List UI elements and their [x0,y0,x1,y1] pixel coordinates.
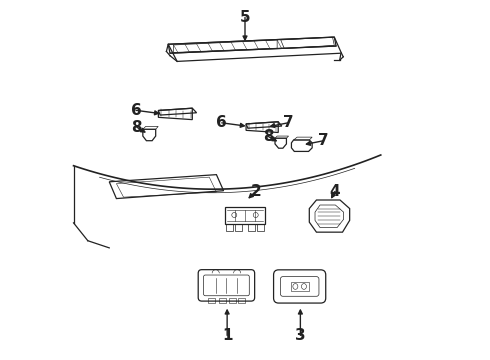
Text: 7: 7 [318,133,329,148]
Text: 5: 5 [240,10,250,25]
Text: 7: 7 [283,115,293,130]
Text: 1: 1 [222,328,232,343]
Bar [226,224,233,231]
Bar [238,297,245,303]
Bar [247,224,255,231]
Text: 6: 6 [131,103,142,118]
Text: 4: 4 [330,184,341,199]
Bar [257,224,264,231]
Bar [291,282,309,291]
Text: 8: 8 [263,129,273,144]
Text: 8: 8 [131,120,142,135]
Bar [208,297,215,303]
Bar [235,224,243,231]
Text: 2: 2 [250,184,261,199]
Bar [229,297,237,303]
Bar [219,297,226,303]
Text: 6: 6 [217,115,227,130]
Text: 3: 3 [295,328,306,343]
